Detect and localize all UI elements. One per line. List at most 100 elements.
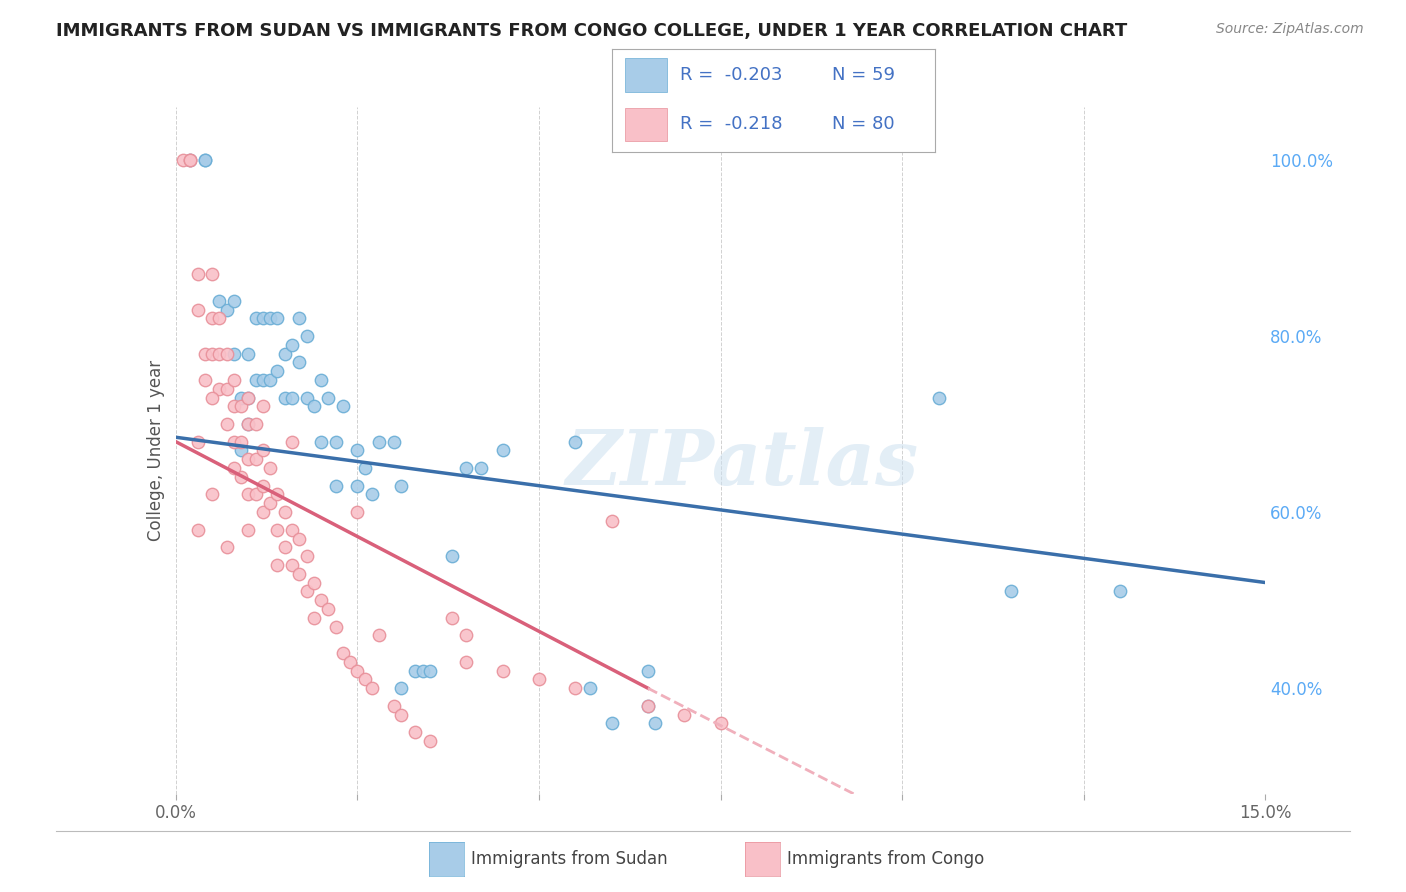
- Text: Source: ZipAtlas.com: Source: ZipAtlas.com: [1216, 22, 1364, 37]
- Point: [419, 734, 441, 748]
- Point: [194, 153, 217, 167]
- Point: [259, 496, 281, 510]
- Point: [259, 373, 281, 387]
- Point: [231, 400, 253, 414]
- Point: [579, 681, 602, 696]
- Point: [353, 461, 375, 475]
- FancyBboxPatch shape: [624, 58, 666, 92]
- Text: Immigrants from Sudan: Immigrants from Sudan: [471, 850, 668, 868]
- Point: [215, 382, 238, 396]
- Text: R =  -0.218: R = -0.218: [679, 115, 782, 133]
- Point: [274, 391, 297, 405]
- Point: [245, 311, 267, 326]
- Point: [215, 346, 238, 360]
- Point: [281, 338, 304, 352]
- Point: [238, 417, 260, 431]
- Point: [252, 443, 274, 458]
- Text: Immigrants from Congo: Immigrants from Congo: [787, 850, 984, 868]
- Point: [231, 391, 253, 405]
- Point: [368, 628, 391, 642]
- Text: ZIPatlas: ZIPatlas: [565, 427, 920, 501]
- Point: [332, 646, 354, 660]
- Point: [346, 664, 368, 678]
- Point: [238, 391, 260, 405]
- Point: [172, 153, 194, 167]
- Point: [281, 391, 304, 405]
- Point: [325, 619, 347, 633]
- Point: [405, 725, 427, 739]
- Point: [281, 558, 304, 572]
- Point: [231, 443, 253, 458]
- Point: [215, 417, 238, 431]
- Point: [201, 311, 224, 326]
- Point: [440, 611, 463, 625]
- Point: [201, 268, 224, 282]
- Point: [302, 611, 325, 625]
- Point: [179, 153, 201, 167]
- Point: [389, 707, 412, 722]
- Point: [353, 673, 375, 687]
- Point: [325, 478, 347, 492]
- Point: [238, 391, 260, 405]
- Point: [179, 153, 201, 167]
- Point: [302, 575, 325, 590]
- Point: [637, 698, 659, 713]
- Point: [637, 664, 659, 678]
- Point: [405, 664, 427, 678]
- Point: [252, 311, 274, 326]
- Point: [564, 434, 586, 449]
- Point: [222, 293, 245, 308]
- Point: [456, 461, 478, 475]
- Point: [288, 532, 311, 546]
- Point: [222, 400, 245, 414]
- Point: [419, 664, 441, 678]
- Point: [295, 391, 318, 405]
- Point: [231, 434, 253, 449]
- Text: R =  -0.203: R = -0.203: [679, 66, 782, 84]
- Point: [238, 452, 260, 467]
- Point: [346, 505, 368, 519]
- Point: [222, 346, 245, 360]
- Point: [222, 434, 245, 449]
- Point: [245, 373, 267, 387]
- Point: [637, 698, 659, 713]
- Point: [274, 541, 297, 555]
- Point: [252, 373, 274, 387]
- Point: [231, 470, 253, 484]
- Point: [309, 373, 332, 387]
- Point: [186, 434, 209, 449]
- Point: [288, 355, 311, 369]
- Point: [259, 311, 281, 326]
- Text: IMMIGRANTS FROM SUDAN VS IMMIGRANTS FROM CONGO COLLEGE, UNDER 1 YEAR CORRELATION: IMMIGRANTS FROM SUDAN VS IMMIGRANTS FROM…: [56, 22, 1128, 40]
- Point: [222, 373, 245, 387]
- Point: [644, 716, 666, 731]
- Point: [412, 664, 434, 678]
- Point: [325, 434, 347, 449]
- Point: [266, 311, 288, 326]
- Point: [339, 655, 361, 669]
- Point: [710, 716, 733, 731]
- Point: [252, 400, 274, 414]
- Point: [179, 153, 201, 167]
- Point: [346, 443, 368, 458]
- Point: [295, 329, 318, 343]
- Point: [928, 391, 950, 405]
- Point: [318, 391, 340, 405]
- Point: [456, 655, 478, 669]
- Point: [440, 549, 463, 563]
- Y-axis label: College, Under 1 year: College, Under 1 year: [146, 359, 165, 541]
- Point: [360, 487, 382, 501]
- Point: [492, 664, 515, 678]
- Point: [208, 311, 231, 326]
- Point: [360, 681, 382, 696]
- Point: [245, 452, 267, 467]
- Point: [215, 541, 238, 555]
- Point: [238, 523, 260, 537]
- Point: [1109, 584, 1132, 599]
- Point: [288, 311, 311, 326]
- Point: [245, 487, 267, 501]
- Point: [194, 346, 217, 360]
- Text: N = 59: N = 59: [831, 66, 894, 84]
- Point: [274, 505, 297, 519]
- Point: [238, 417, 260, 431]
